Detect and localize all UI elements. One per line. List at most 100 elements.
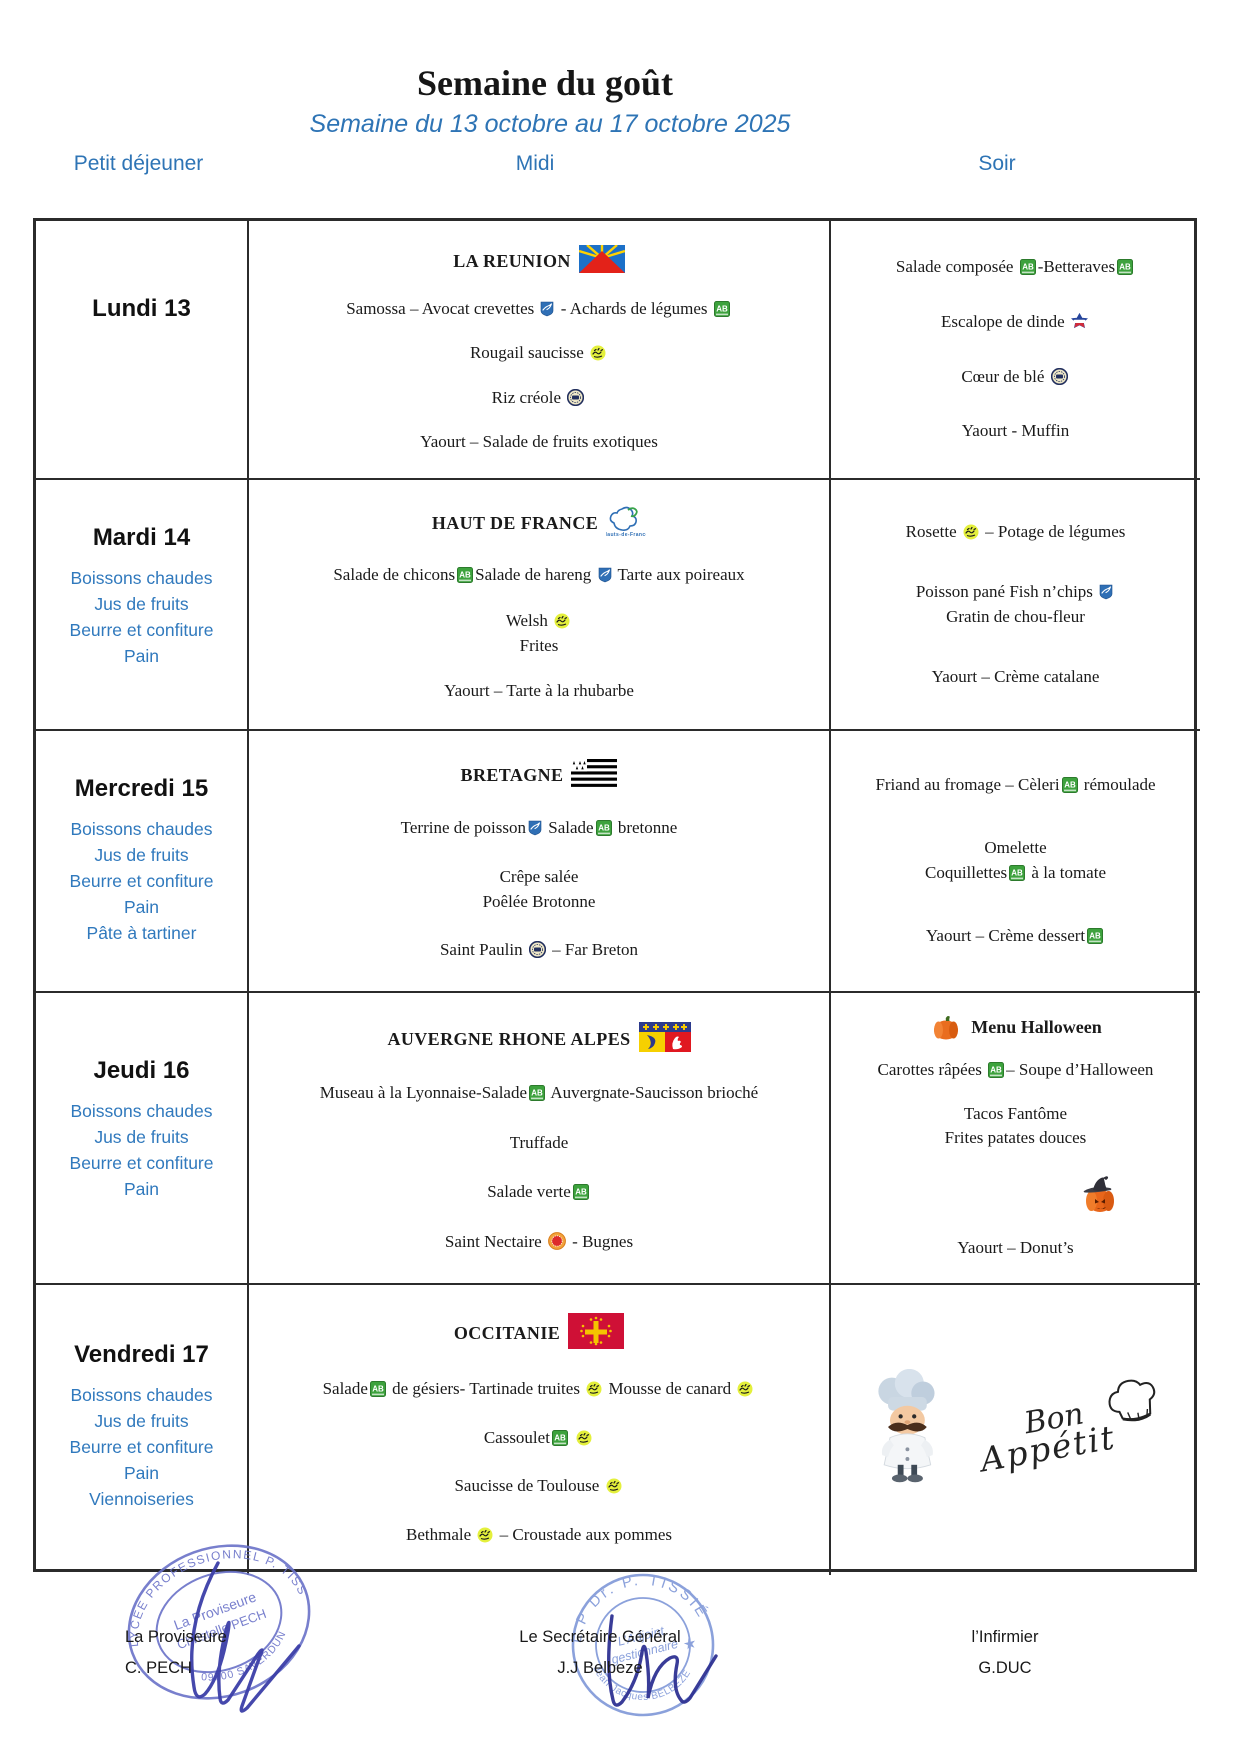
auvergne-rhone-alpes-arms-icon <box>638 1021 691 1057</box>
halal-icon <box>590 345 606 361</box>
day-cell-lundi: Lundi 13 <box>36 221 247 478</box>
menu-block: Carottes râpées AB – Soupe d’Halloween <box>878 1058 1154 1083</box>
breakfast-item: Pain <box>123 1178 160 1199</box>
bon-appetit-text: Bon Appétit <box>977 1396 1119 1480</box>
ab-bio-icon: AB <box>988 1062 1005 1079</box>
menu-theme-title: Menu Halloween <box>971 1017 1102 1038</box>
ab-bio-icon: AB <box>1117 259 1134 276</box>
svg-text:AB: AB <box>1119 263 1131 272</box>
day-cell-mercredi: Mercredi 15 Boissons chaudes Jus de fruit… <box>36 729 247 991</box>
svg-text:AB: AB <box>716 305 728 314</box>
breakfast-item: Boissons chaudes <box>70 568 213 588</box>
breakfast-list: Boissons chaudes Jus de fruits Beurre et c… <box>36 1383 247 1512</box>
breakfast-item: Jus de fruits <box>94 844 189 865</box>
menu-item: Escalope de dinde <box>941 310 1090 335</box>
svg-text:AB: AB <box>1022 263 1034 272</box>
menu-item: Riz créole <box>492 386 587 411</box>
menu-block: Saucisse de Toulouse <box>454 1474 623 1499</box>
midi-cell-mardi: HAUT DE FRANCE Hauts-de-France Salade de c… <box>247 478 829 729</box>
svg-text:AB: AB <box>1064 781 1076 790</box>
region-name: LA REUNION <box>453 250 571 271</box>
region-title: AUVERGNE RHONE ALPES <box>387 1021 691 1057</box>
midi-cell-vendredi: OCCITANIE Salade AB de gésiers- Tartinade … <box>247 1283 829 1575</box>
menu-item: Yaourt – Crème catalane <box>931 666 1100 686</box>
chef-illustration <box>859 1368 951 1492</box>
secretaire-signature <box>607 1614 718 1707</box>
region-title: BRETAGNE <box>461 759 618 792</box>
region-name: BRETAGNE <box>460 765 564 786</box>
signature-block-secretaire: Le Secrétaire Général J.J Belbeze <box>500 1622 700 1683</box>
menu-block <box>908 1169 1124 1217</box>
midi-cell-mercredi: BRETAGNE Terrine de poisson Salade AB bret… <box>247 729 829 991</box>
chef-hat-doodle-icon <box>1100 1369 1173 1438</box>
cheese-label-icon <box>1050 367 1068 385</box>
ab-bio-icon: AB <box>457 567 474 584</box>
breakfast-item: Beurre et confiture <box>69 870 214 891</box>
menu-item: Carottes râpées AB – Soupe d’Halloween <box>877 1060 1154 1080</box>
menu-block: Yaourt – Crème catalane <box>932 665 1100 690</box>
menu-block: Saint Paulin – Far Breton <box>440 938 638 963</box>
svg-text:AB: AB <box>459 571 471 580</box>
menu-item: Rougail saucisse <box>470 341 608 366</box>
cheese-label-icon <box>567 388 585 406</box>
halal-icon <box>554 613 570 629</box>
day-label: Mercredi 15 <box>74 775 209 802</box>
menu-item: Frites patates douces <box>944 1128 1087 1148</box>
menu-block: Tacos Fantôme Frites patates douces <box>945 1102 1087 1151</box>
fish-label-icon <box>528 820 542 836</box>
breakfast-list: Boissons chaudes Jus de fruits Beurre et c… <box>36 817 247 946</box>
viande-francaise-icon <box>1070 312 1088 330</box>
menu-table: Lundi 13 LA REUNION Samossa – Avocat crev… <box>33 218 1200 1575</box>
ab-bio-icon: AB <box>1009 865 1026 881</box>
fish-label-icon <box>598 567 612 583</box>
menu-block: Rougail saucisse <box>470 341 608 366</box>
region-name: OCCITANIE <box>453 1322 561 1343</box>
menu-item: Cœur de blé <box>961 365 1069 390</box>
region-name: AUVERGNE RHONE ALPES <box>387 1028 631 1049</box>
menu-block: Salade de chicons AB Salade de hareng Tart… <box>333 563 744 588</box>
menu-item: Gratin de chou-fleur <box>946 606 1085 626</box>
menu-block: Crêpe salée Poêlée Brotonne <box>483 865 596 914</box>
menu-block: Poisson pané Fish n’chips Gratin de chou… <box>916 580 1115 629</box>
breakfast-item: Beurre et confiture <box>69 1436 214 1457</box>
signer-name: J.J Belbeze <box>557 1658 643 1677</box>
menu-block: Salade AB de gésiers- Tartinade truites M… <box>323 1377 756 1402</box>
ab-bio-icon: AB <box>1087 928 1104 944</box>
proviseure-signature <box>190 1561 301 1713</box>
day-cell-jeudi: Jeudi 16 Boissons chaudes Jus de fruits Be… <box>36 991 247 1283</box>
signer-role: Le Secrétaire Général <box>519 1628 681 1646</box>
signature-block-infirmier: l’Infirmier G.DUC <box>920 1622 1090 1683</box>
menu-item: Bethmale – Croustade aux pommes <box>406 1524 672 1544</box>
menu-block: Cœur de blé <box>961 365 1069 390</box>
menu-block: Truffade <box>510 1131 569 1156</box>
midi-cell-lundi: LA REUNION Samossa – Avocat crevettes - A… <box>247 221 829 478</box>
menu-block: Yaourt – Salade de fruits exotiques <box>420 430 658 455</box>
menu-block: Bethmale – Croustade aux pommes <box>406 1523 672 1548</box>
region-name: HAUT DE FRANCE <box>431 513 599 534</box>
region-title: HAUT DE FRANCE Hauts-de-France <box>431 505 648 542</box>
soir-cell-mercredi: Friand au fromage – Cèleri AB rémoulade Om… <box>829 729 1200 991</box>
ab-bio-icon: AB <box>551 1429 568 1446</box>
menu-block: Omelette Coquillettes AB à la tomate <box>925 836 1106 885</box>
menu-item: Crêpe salée <box>499 866 579 886</box>
halal-icon <box>586 1381 602 1397</box>
ab-bio-icon: AB <box>369 1381 386 1398</box>
soir-cell-vendredi: Bon Appétit <box>829 1283 1200 1575</box>
midi-cell-jeudi: AUVERGNE RHONE ALPES Museau à la Lyonnais… <box>247 991 829 1283</box>
breakfast-item: Beurre et confiture <box>69 1152 214 1173</box>
day-cell-vendredi: Vendredi 17 Boissons chaudes Jus de fruit… <box>36 1283 247 1575</box>
column-header-breakfast: Petit déjeuner <box>73 152 204 175</box>
menu-item: Rosette – Potage de légumes <box>905 521 1126 541</box>
stamp-star-icon: ★ <box>682 1635 699 1654</box>
breakfast-item: Boissons chaudes <box>70 1101 213 1121</box>
menu-item: Salade de chicons AB Salade de hareng Tart… <box>333 565 745 585</box>
day-label: Vendredi 17 <box>74 1341 209 1368</box>
menu-block: Terrine de poisson Salade AB bretonne <box>401 816 678 841</box>
menu-block: Yaourt - Muffin <box>962 419 1070 444</box>
column-header-soir: Soir <box>978 152 1016 175</box>
region-title: LA REUNION <box>453 243 626 278</box>
menu-item: Saucisse de Toulouse <box>454 1474 623 1499</box>
ab-bio-icon: AB <box>595 820 612 837</box>
halal-icon <box>737 1381 753 1397</box>
